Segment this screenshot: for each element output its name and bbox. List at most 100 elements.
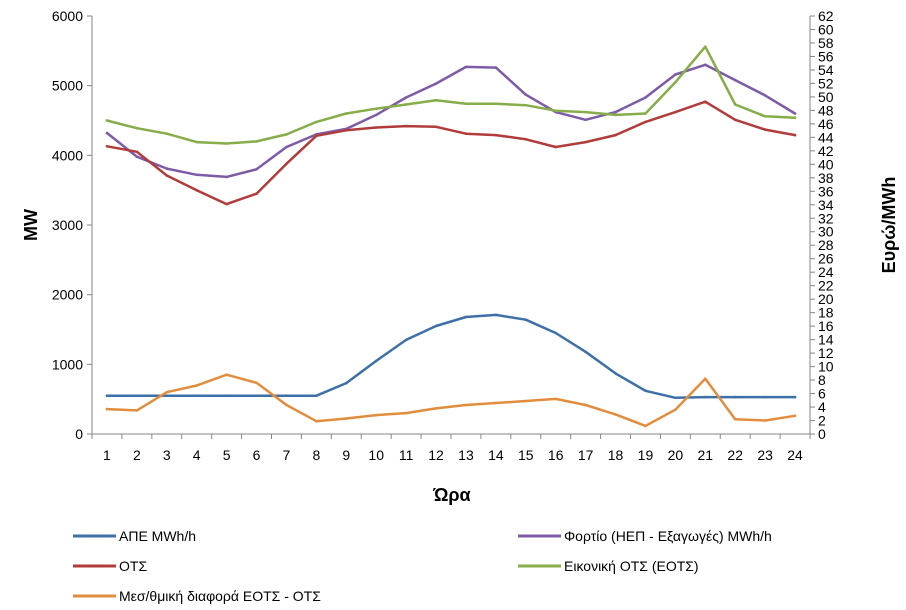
x-tick-label: 18: [608, 447, 624, 463]
data-point: [434, 82, 438, 85]
y-axis-title: MW: [21, 209, 41, 241]
series-group: [105, 100, 797, 206]
data-point: [464, 315, 468, 319]
x-tick-label: 6: [253, 447, 261, 463]
legend-label-ape: ΑΠΕ MWh/h: [119, 528, 196, 544]
x-tick-label: 7: [283, 447, 291, 463]
y2-tick-label: 32: [818, 210, 834, 226]
y2-tick-label: 20: [818, 291, 834, 307]
y-tick-label: 1000: [52, 356, 83, 372]
x-tick-label: 22: [727, 447, 743, 463]
data-point: [195, 384, 198, 387]
y2-tick-label: 54: [818, 62, 834, 78]
series-line: [105, 313, 797, 400]
y2-tick-label: 52: [818, 75, 834, 91]
x-tick-label: 3: [163, 447, 171, 463]
data-point: [285, 145, 288, 149]
y2-tick-label: 56: [818, 48, 834, 64]
data-point: [345, 112, 348, 115]
data-point: [793, 133, 797, 137]
y2-tick-label: 16: [818, 318, 834, 334]
y2-tick-label: 30: [818, 224, 834, 240]
y2-tick-label: 22: [818, 278, 834, 294]
y2-tick-label: 6: [818, 386, 826, 402]
data-point: [584, 140, 587, 144]
y2-tick-label: 62: [818, 8, 834, 24]
data-point: [614, 113, 617, 117]
data-point: [225, 202, 228, 206]
data-point: [374, 107, 378, 110]
legend: ΑΠΕ MWh/h Φορτίο (ΗΕΠ - Εξαγωγές) MWh/h …: [73, 528, 772, 604]
legend-label-diafora: Μεσ/θμική διαφορά ΕΟΤΣ - ΟΤΣ: [119, 588, 321, 604]
legend-item-fortio: Φορτίο (ΗΕΠ - Εξαγωγές) MWh/h: [518, 528, 772, 544]
legend-item-diafora: Μεσ/θμική διαφορά ΕΟΤΣ - ΟΤΣ: [73, 588, 321, 604]
y2-tick-label: 2: [818, 413, 826, 429]
data-point: [584, 403, 587, 407]
x-tick-label: 14: [488, 447, 504, 463]
data-point: [524, 399, 528, 403]
data-point: [704, 100, 707, 103]
data-point: [345, 381, 348, 385]
y-tick-label: 3000: [52, 217, 83, 233]
data-point: [105, 145, 109, 148]
y2-tick-label: 36: [818, 183, 834, 199]
data-point: [404, 103, 408, 106]
data-point: [404, 124, 408, 128]
data-point: [674, 396, 677, 400]
data-point: [434, 407, 438, 410]
data-point: [255, 394, 258, 398]
data-point: [195, 140, 198, 144]
data-point: [674, 73, 677, 76]
data-point: [733, 417, 737, 421]
data-point: [404, 96, 408, 99]
data-point: [524, 93, 528, 96]
data-point: [345, 417, 348, 420]
data-point: [494, 133, 498, 137]
x-tick-label: 2: [133, 447, 141, 463]
data-point: [644, 96, 647, 99]
series-group: [105, 313, 797, 400]
y2-tick-label: 46: [818, 116, 834, 132]
data-point: [135, 155, 139, 158]
y-tick-label: 4000: [52, 147, 83, 163]
x-tick-label: 13: [458, 447, 474, 463]
x-tick-label: 17: [578, 447, 594, 463]
legend-item-ape: ΑΠΕ MWh/h: [73, 528, 196, 544]
x-tick-label: 15: [518, 447, 534, 463]
data-point: [105, 394, 109, 398]
y-tick-label: 5000: [52, 78, 83, 94]
y-tick-label: 6000: [52, 8, 83, 24]
data-point: [614, 110, 617, 114]
data-point: [135, 409, 139, 412]
data-point: [733, 118, 737, 122]
data-point: [464, 403, 468, 407]
data-point: [165, 394, 169, 398]
data-point: [225, 394, 228, 398]
data-point: [554, 397, 557, 401]
y2-tick-label: 38: [818, 170, 834, 186]
data-point: [285, 162, 288, 165]
data-point: [225, 142, 228, 145]
data-point: [524, 318, 528, 322]
data-point: [763, 128, 767, 131]
x-tick-label: 21: [698, 447, 714, 463]
data-point: [135, 150, 139, 154]
data-point: [105, 119, 109, 122]
y2-tick-label: 14: [818, 332, 834, 348]
data-point: [494, 313, 498, 317]
y2-tick-label: 8: [818, 372, 826, 388]
series-line: [105, 45, 797, 145]
data-point: [195, 188, 198, 192]
series-group: [105, 63, 797, 179]
x-tick-label: 16: [548, 447, 564, 463]
data-point: [763, 419, 767, 422]
data-point: [763, 115, 767, 118]
data-point: [285, 403, 288, 407]
data-point: [464, 65, 468, 69]
data-point: [763, 395, 767, 399]
data-point: [614, 372, 617, 375]
data-point: [135, 126, 139, 130]
data-point: [195, 394, 198, 398]
data-point: [374, 113, 378, 117]
